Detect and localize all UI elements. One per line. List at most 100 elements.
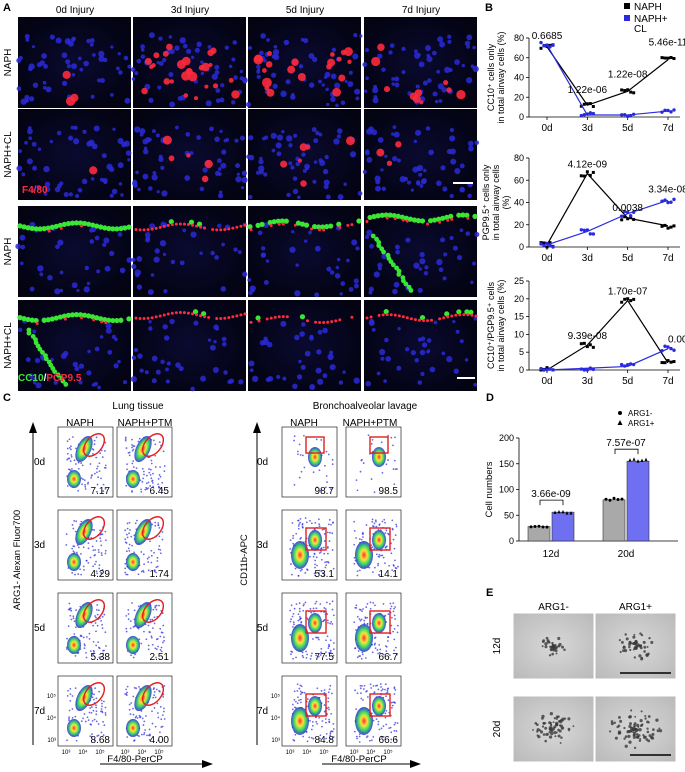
event (159, 548, 162, 551)
event (370, 478, 373, 480)
event (356, 692, 359, 695)
nucleus (276, 151, 282, 157)
micrograph-r3-c3 (364, 300, 478, 391)
gate (305, 610, 327, 634)
nucleus (304, 350, 311, 357)
pgp95-cell (191, 312, 194, 316)
micrograph-r2-c2 (247, 206, 362, 298)
nucleus (362, 62, 368, 68)
data-point-naphcl (669, 200, 673, 204)
x-tick-label: 5d (622, 253, 633, 264)
nucleus (349, 151, 357, 158)
event (72, 436, 74, 438)
nucleus (440, 165, 446, 171)
nucleus (238, 379, 244, 385)
balf-row-3d: 3d (257, 540, 268, 551)
event (387, 636, 390, 638)
pgp95-cell (134, 316, 138, 320)
event (100, 477, 102, 480)
cell (539, 730, 544, 734)
nucleus (207, 45, 212, 49)
event (72, 550, 75, 553)
event (71, 524, 74, 526)
pgp95-cell (207, 316, 211, 320)
nucleus (160, 359, 165, 365)
event (324, 566, 327, 569)
column-header-0: 0d Injury (56, 5, 94, 16)
pgp95-cell (409, 317, 413, 321)
nucleus (152, 129, 156, 133)
nucleus (403, 176, 409, 182)
event (140, 642, 143, 645)
event (90, 476, 92, 479)
cc10-cell (336, 221, 342, 227)
gate (305, 527, 327, 551)
data-point-naphcl (672, 197, 676, 202)
event (390, 552, 393, 555)
event (374, 604, 376, 607)
event (316, 636, 319, 639)
event (393, 459, 396, 462)
cell (643, 650, 646, 653)
cc10-cell (379, 212, 385, 218)
nucleus (333, 138, 340, 145)
data-point-naphcl (579, 113, 584, 118)
pgp95-cell (199, 314, 203, 318)
nucleus (233, 75, 238, 80)
event (301, 454, 304, 457)
event (328, 708, 330, 711)
event (128, 549, 131, 552)
nucleus (117, 359, 121, 364)
event (160, 718, 163, 721)
micrograph-r1-c0 (16, 109, 132, 200)
cell (646, 730, 650, 734)
pgp95-cell (350, 315, 354, 319)
f480-cell (186, 153, 191, 158)
event (143, 733, 145, 736)
x-tick-label: 0d (541, 253, 552, 264)
event (84, 485, 87, 488)
gate-percentage: 4.00 (150, 735, 170, 746)
event (75, 447, 77, 450)
pgp95-cell (239, 224, 243, 228)
cell (655, 718, 659, 722)
nucleus (231, 57, 236, 62)
event (91, 733, 93, 735)
event (323, 689, 326, 691)
event (300, 620, 303, 623)
nucleus (175, 362, 181, 368)
cc10-cell (391, 212, 397, 219)
event (292, 534, 295, 537)
event (73, 520, 76, 522)
cell (610, 722, 614, 726)
y-tick-label: 40 (514, 198, 524, 208)
event (156, 560, 159, 562)
event (325, 560, 328, 563)
event (326, 481, 328, 483)
nucleus (330, 73, 337, 80)
event (291, 522, 294, 524)
data-point-naphcl (666, 345, 670, 349)
event (289, 547, 292, 550)
event (96, 735, 99, 737)
nucleus (221, 341, 227, 347)
nucleus (379, 348, 386, 356)
cell (557, 720, 561, 723)
nucleus (151, 174, 158, 181)
nucleus (124, 97, 131, 104)
cc10-cell (371, 213, 377, 220)
nucleus (112, 127, 116, 131)
event (96, 471, 98, 474)
lung-row-5d: 5d (34, 623, 45, 634)
data-point-naph (585, 170, 589, 174)
pgp95-cell (314, 320, 318, 324)
nucleus (354, 88, 361, 95)
cell (640, 633, 644, 637)
event (327, 453, 330, 456)
event (388, 564, 391, 567)
nucleus (109, 250, 115, 256)
event (317, 655, 320, 658)
event (74, 626, 77, 629)
pgp95-cell (186, 223, 190, 227)
x-tick-label: 7d (662, 123, 673, 134)
